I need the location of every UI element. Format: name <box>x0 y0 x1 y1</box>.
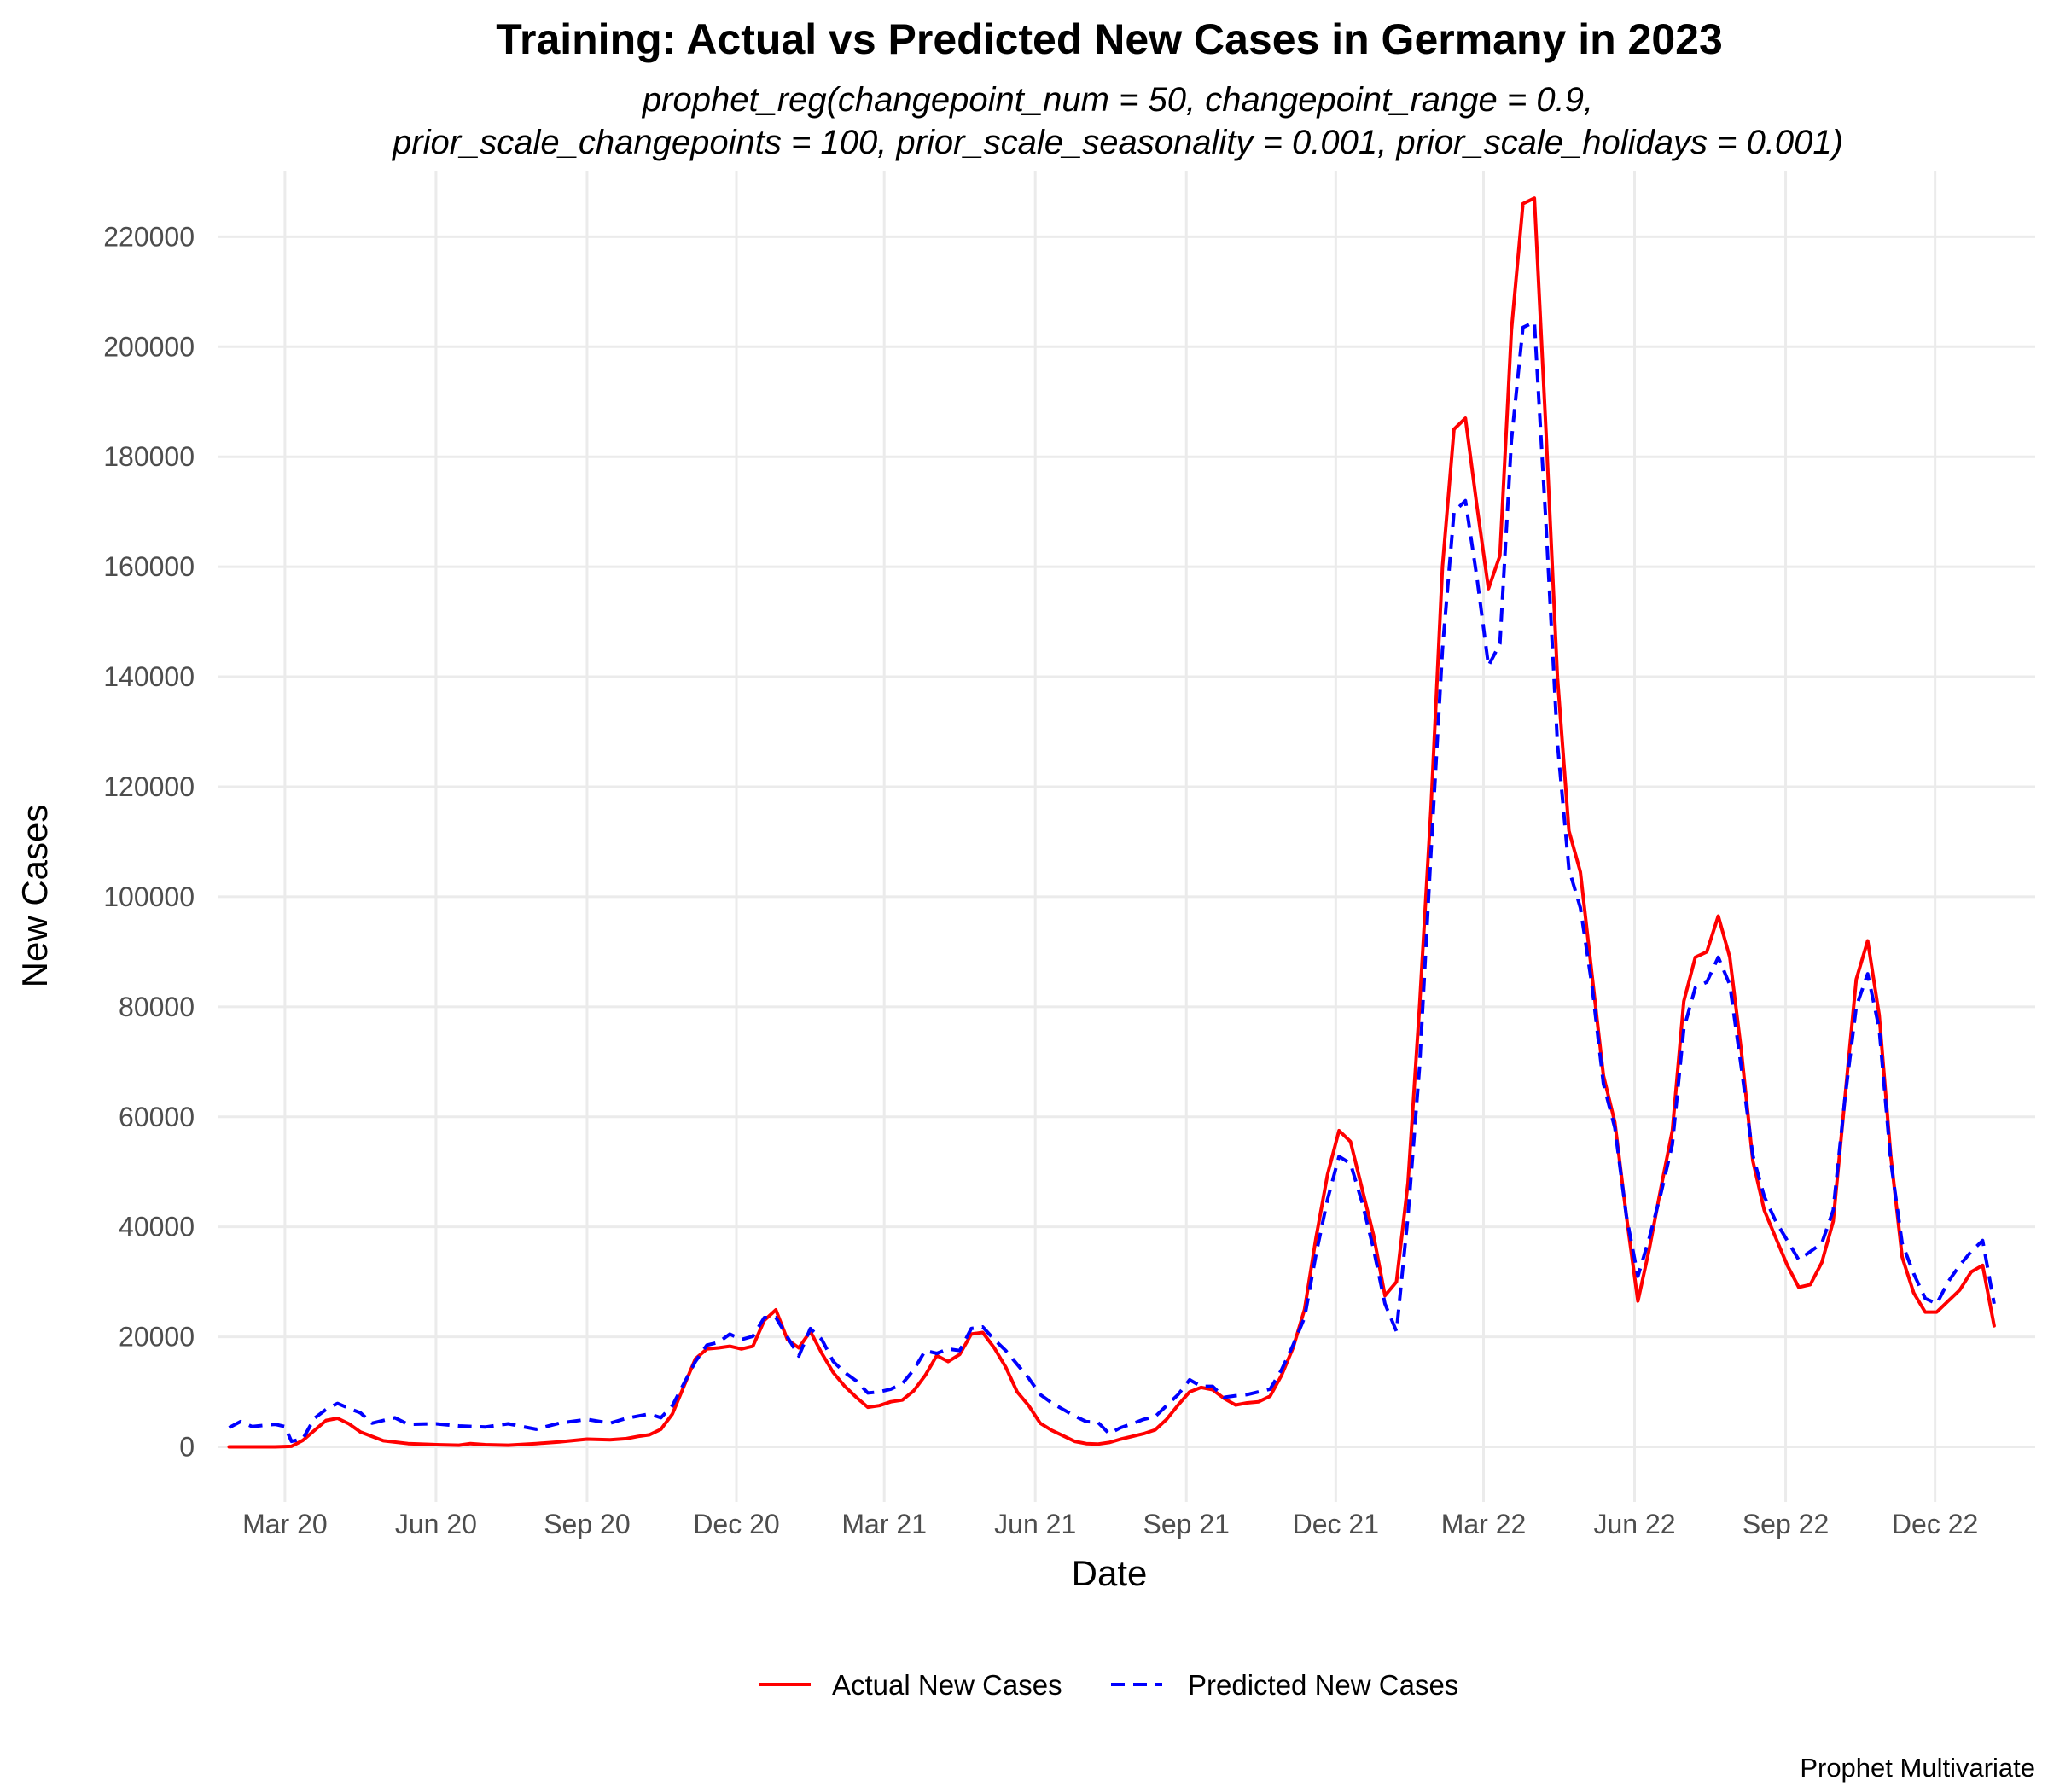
y-axis-title: New Cases <box>15 805 55 988</box>
x-tick-label: Jun 20 <box>395 1509 477 1539</box>
y-tick-label: 40000 <box>119 1212 195 1242</box>
y-tick-label: 80000 <box>119 992 195 1022</box>
y-tick-label: 120000 <box>103 771 195 802</box>
y-tick-label: 160000 <box>103 551 195 582</box>
x-tick-label: Dec 22 <box>1892 1509 1978 1539</box>
series-lines <box>227 196 1996 1449</box>
y-tick-label: 220000 <box>103 221 195 252</box>
y-tick-label: 180000 <box>103 441 195 472</box>
chart-title: Training: Actual vs Predicted New Cases … <box>496 15 1723 63</box>
y-tick-label: 0 <box>179 1432 195 1463</box>
legend-label-actual: Actual New Cases <box>832 1669 1062 1701</box>
x-axis-ticks: Mar 20 Jun 20 Sep 20 Dec 20 Mar 21 Jun 21 Sep … <box>242 1509 1978 1539</box>
series-line-actual <box>227 196 1996 1449</box>
y-tick-label: 140000 <box>103 661 195 692</box>
x-tick-label: Sep 22 <box>1743 1509 1829 1539</box>
x-tick-label: Dec 21 <box>1293 1509 1379 1539</box>
x-tick-label: Jun 22 <box>1593 1509 1675 1539</box>
y-tick-label: 60000 <box>119 1102 195 1132</box>
x-tick-label: Jun 21 <box>994 1509 1076 1539</box>
y-axis-ticks: 0 20000 40000 60000 80000 100000 120000 140000 1… <box>103 221 195 1462</box>
y-tick-label: 100000 <box>103 881 195 912</box>
x-tick-label: Sep 21 <box>1143 1509 1230 1539</box>
x-tick-label: Sep 20 <box>544 1509 630 1539</box>
series-line-predicted <box>228 320 1996 1444</box>
legend: Actual New Cases Predicted New Cases <box>759 1669 1458 1701</box>
chart-caption: Prophet Multivariate <box>1800 1753 2035 1783</box>
grid <box>218 171 2035 1502</box>
y-tick-label: 20000 <box>119 1322 195 1353</box>
x-tick-label: Dec 20 <box>693 1509 779 1539</box>
legend-label-predicted: Predicted New Cases <box>1188 1669 1458 1701</box>
x-tick-label: Mar 22 <box>1441 1509 1527 1539</box>
x-tick-label: Mar 20 <box>242 1509 328 1539</box>
x-axis-title: Date <box>1072 1553 1148 1593</box>
x-tick-label: Mar 21 <box>841 1509 927 1539</box>
chart-subtitle-line-1: prophet_reg(changepoint_num = 50, change… <box>642 81 1593 119</box>
chart-subtitle-line-2: prior_scale_changepoints = 100, prior_sc… <box>392 124 1843 161</box>
y-tick-label: 200000 <box>103 331 195 362</box>
